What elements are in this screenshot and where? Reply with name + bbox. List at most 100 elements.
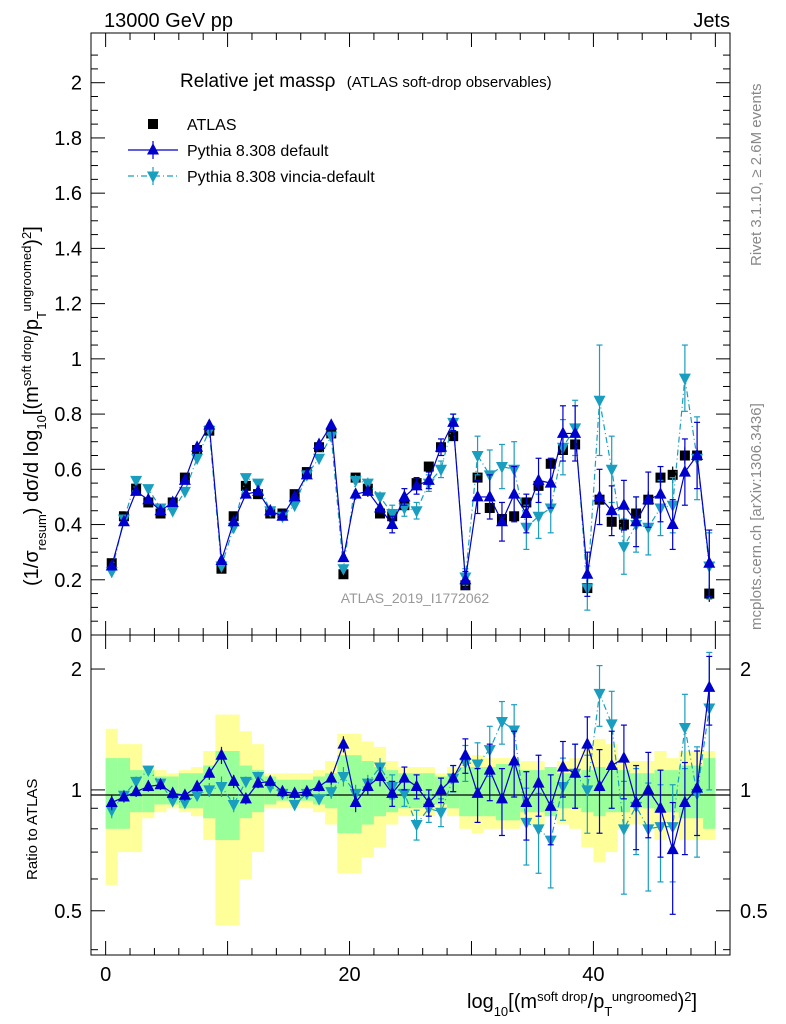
main-point-2 bbox=[386, 508, 399, 521]
ratio-point-0 bbox=[605, 758, 618, 771]
ratio-point-0 bbox=[105, 795, 118, 808]
legend-label-2: Pythia 8.308 vincia-default bbox=[187, 169, 375, 186]
main-point-1 bbox=[288, 490, 301, 502]
main-point-1 bbox=[569, 426, 582, 438]
main-y-tick-label: 0.8 bbox=[54, 404, 82, 426]
plot-title: Relative jet massρ (ATLAS soft-drop obse… bbox=[180, 71, 552, 92]
main-point-1 bbox=[483, 490, 496, 502]
main-point-1 bbox=[617, 498, 630, 510]
ratio-point-1 bbox=[581, 785, 594, 797]
ratio-point-0 bbox=[300, 784, 313, 797]
ratio-point-0 bbox=[617, 751, 630, 763]
ratio-point-0 bbox=[459, 748, 472, 760]
main-point-2 bbox=[532, 511, 545, 524]
main-point-1 bbox=[276, 509, 289, 521]
ratio-point-0 bbox=[666, 842, 679, 855]
main-point-1 bbox=[398, 490, 411, 502]
ratio-point-1 bbox=[203, 785, 216, 797]
main-point-1 bbox=[252, 484, 265, 496]
header-right: Jets bbox=[693, 10, 730, 32]
x-axis-label: log10[(msoft drop/pTungroomed)2] bbox=[467, 989, 697, 1019]
legend-label-0: ATLAS bbox=[187, 117, 237, 134]
ratio-point-1 bbox=[410, 820, 423, 832]
ratio-point-0 bbox=[678, 795, 691, 808]
main-point-1 bbox=[605, 503, 618, 516]
ratio-point-0 bbox=[252, 776, 265, 788]
ratio-point-0 bbox=[178, 788, 191, 800]
ratio-point-0 bbox=[398, 771, 411, 783]
main-point-1 bbox=[178, 473, 191, 485]
main-point-1 bbox=[386, 517, 399, 530]
ratio-point-1 bbox=[325, 787, 338, 799]
ratio-point-0 bbox=[374, 769, 387, 781]
main-point-1 bbox=[154, 503, 167, 516]
main-point-1 bbox=[264, 503, 277, 516]
main-point-2 bbox=[361, 478, 374, 491]
ratio-point-0 bbox=[544, 799, 557, 811]
main-point-1 bbox=[105, 559, 118, 571]
header-left: 13000 GeV pp bbox=[104, 10, 233, 32]
main-point-2 bbox=[593, 395, 606, 408]
main-y-tick-label: 1.4 bbox=[54, 238, 82, 260]
main-point-1 bbox=[654, 487, 667, 499]
main-point-1 bbox=[191, 440, 204, 452]
main-point-2 bbox=[617, 542, 630, 554]
main-point-1 bbox=[532, 473, 545, 485]
plot-title-main: Relative jet massρ bbox=[180, 71, 336, 92]
main-series-1 bbox=[105, 405, 716, 597]
ratio-series-layer bbox=[105, 651, 716, 915]
main-point-1 bbox=[325, 418, 338, 430]
x-tick-label: 20 bbox=[338, 964, 360, 986]
main-y-tick-label: 1.8 bbox=[54, 128, 82, 150]
analysis-id: ATLAS_2019_I1772062 bbox=[341, 590, 490, 606]
main-point-1 bbox=[520, 506, 533, 518]
ratio-point-1 bbox=[532, 824, 545, 836]
ratio-point-0 bbox=[313, 779, 326, 791]
plot-title-note: (ATLAS soft-drop observables) bbox=[347, 74, 552, 91]
main-y-tick-label: 0.2 bbox=[54, 570, 82, 592]
legend: ATLAS Pythia 8.308 default Pythia 8.308 vi… bbox=[128, 117, 375, 186]
ratio-point-0 bbox=[447, 771, 460, 783]
ratio-point-0 bbox=[483, 763, 496, 775]
rivet-version-label: Rivet 3.1.10, ≥ 2.6M events bbox=[748, 84, 765, 267]
ratio-inner-band-49 bbox=[703, 758, 716, 829]
main-point-2 bbox=[434, 464, 447, 477]
legend-entry-1: Pythia 8.308 default bbox=[128, 141, 329, 160]
ratio-point-1 bbox=[215, 781, 228, 794]
main-y-axis: 0 0.2 0.4 0.6 0.8 1 1.2 1.4 1.6 1.8 2 bbox=[54, 54, 730, 647]
ratio-inner-band-29 bbox=[459, 767, 472, 817]
ratio-point-1 bbox=[178, 798, 191, 810]
ratio-y-tick-label-right: 0.5 bbox=[740, 901, 768, 923]
main-point-2 bbox=[642, 522, 655, 535]
main-point-2 bbox=[166, 506, 179, 518]
ratio-point-0 bbox=[410, 779, 423, 791]
ratio-point-0 bbox=[215, 748, 228, 760]
ratio-point-1 bbox=[617, 824, 630, 836]
main-point-1 bbox=[203, 418, 216, 430]
main-point-0 bbox=[448, 431, 459, 442]
main-y-tick-label: 2 bbox=[71, 73, 82, 95]
ratio-point-0 bbox=[349, 795, 362, 808]
ratio-point-1 bbox=[337, 771, 350, 784]
main-point-1 bbox=[630, 514, 643, 527]
main-point-1 bbox=[227, 514, 240, 527]
main-point-2 bbox=[495, 462, 508, 474]
ratio-y-tick-label-right: 2 bbox=[740, 659, 751, 681]
ratio-point-0 bbox=[434, 783, 447, 795]
x-axis: 0 20 40 bbox=[100, 33, 716, 986]
main-point-1 bbox=[410, 478, 423, 491]
main-point-2 bbox=[349, 475, 362, 488]
main-point-1 bbox=[374, 501, 387, 513]
ratio-point-0 bbox=[276, 784, 289, 797]
main-point-1 bbox=[459, 572, 472, 585]
ratio-point-1 bbox=[605, 719, 618, 731]
ratio-point-0 bbox=[422, 795, 435, 808]
ratio-point-0 bbox=[703, 680, 716, 692]
ratio-point-0 bbox=[361, 779, 374, 791]
ratio-point-1 bbox=[678, 723, 691, 735]
main-point-2 bbox=[142, 484, 155, 496]
ratio-point-1 bbox=[191, 790, 204, 803]
main-point-2 bbox=[178, 486, 191, 499]
main-point-2 bbox=[605, 464, 618, 477]
ratio-point-1 bbox=[239, 776, 252, 789]
